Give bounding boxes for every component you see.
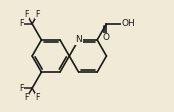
Text: F: F — [35, 10, 40, 19]
Text: OH: OH — [121, 19, 135, 28]
Text: F: F — [19, 84, 23, 93]
Text: F: F — [35, 93, 40, 102]
Text: F: F — [24, 10, 29, 19]
Text: N: N — [75, 35, 82, 44]
Text: O: O — [103, 33, 110, 42]
Text: F: F — [19, 19, 23, 28]
Text: F: F — [24, 93, 29, 102]
